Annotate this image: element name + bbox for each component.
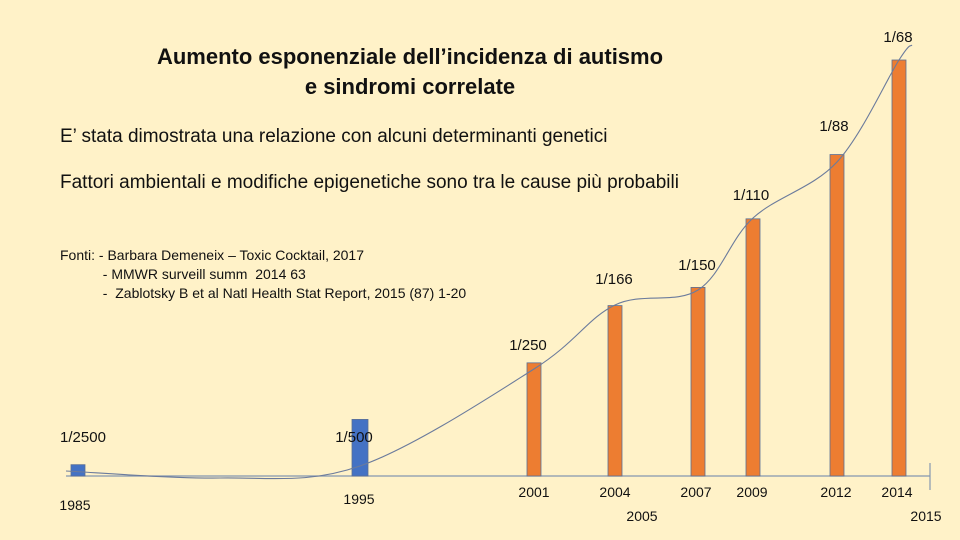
bar-1995 (351, 419, 369, 477)
source-line: - MMWR surveill summ 2014 63 (60, 266, 306, 282)
title-line-1: Aumento esponenziale dell’incidenza di a… (156, 44, 664, 69)
sources-block: Fonti: - Barbara Demeneix – Toxic Cockta… (60, 246, 466, 303)
bar-value-label: 1/110 (733, 187, 769, 204)
source-line: - Zablotsky B et al Natl Health Stat Rep… (60, 285, 467, 301)
bar-value-label: 1/166 (595, 271, 633, 288)
source-line: Fonti: - Barbara Demeneix – Toxic Cockta… (60, 247, 364, 263)
bar-value-label: 1/150 (678, 257, 716, 274)
title-line-2: e sindromi correlate (304, 74, 516, 99)
x-tick-label: 1995 (343, 491, 374, 507)
bar-2009 (745, 218, 761, 477)
x-tick-label: 2007 (680, 484, 711, 500)
x-tick-label: 1985 (59, 497, 90, 513)
environmental-statement: Fattori ambientali e modifiche epigeneti… (60, 172, 679, 193)
bar-2001 (526, 362, 542, 477)
x-tick-label: 2001 (518, 484, 549, 500)
x-tick-label: 2009 (736, 484, 767, 500)
bar-2007 (690, 287, 706, 477)
x-tick-label-extra: 2015 (910, 508, 941, 524)
x-tick-label-extra: 2005 (626, 508, 657, 524)
genetic-statement: E’ stata dimostrata una relazione con al… (60, 126, 608, 147)
bar-2012 (829, 154, 845, 477)
bar-value-label: 1/88 (819, 118, 848, 135)
x-tick-label: 2004 (599, 484, 630, 500)
bar-value-label: 1/250 (509, 337, 547, 354)
bar-1985 (70, 464, 86, 477)
x-tick-label: 2012 (820, 484, 851, 500)
bar-value-label: 1/2500 (60, 429, 106, 446)
bar-value-label: 1/500 (335, 429, 373, 446)
trend-line (65, 44, 913, 480)
bar-value-label: 1/68 (883, 29, 912, 46)
x-tick-label: 2014 (881, 484, 912, 500)
bar-2004 (607, 305, 623, 477)
slide-title: Aumento esponenziale dell’incidenza di a… (100, 42, 720, 102)
bar-2014 (891, 59, 907, 477)
